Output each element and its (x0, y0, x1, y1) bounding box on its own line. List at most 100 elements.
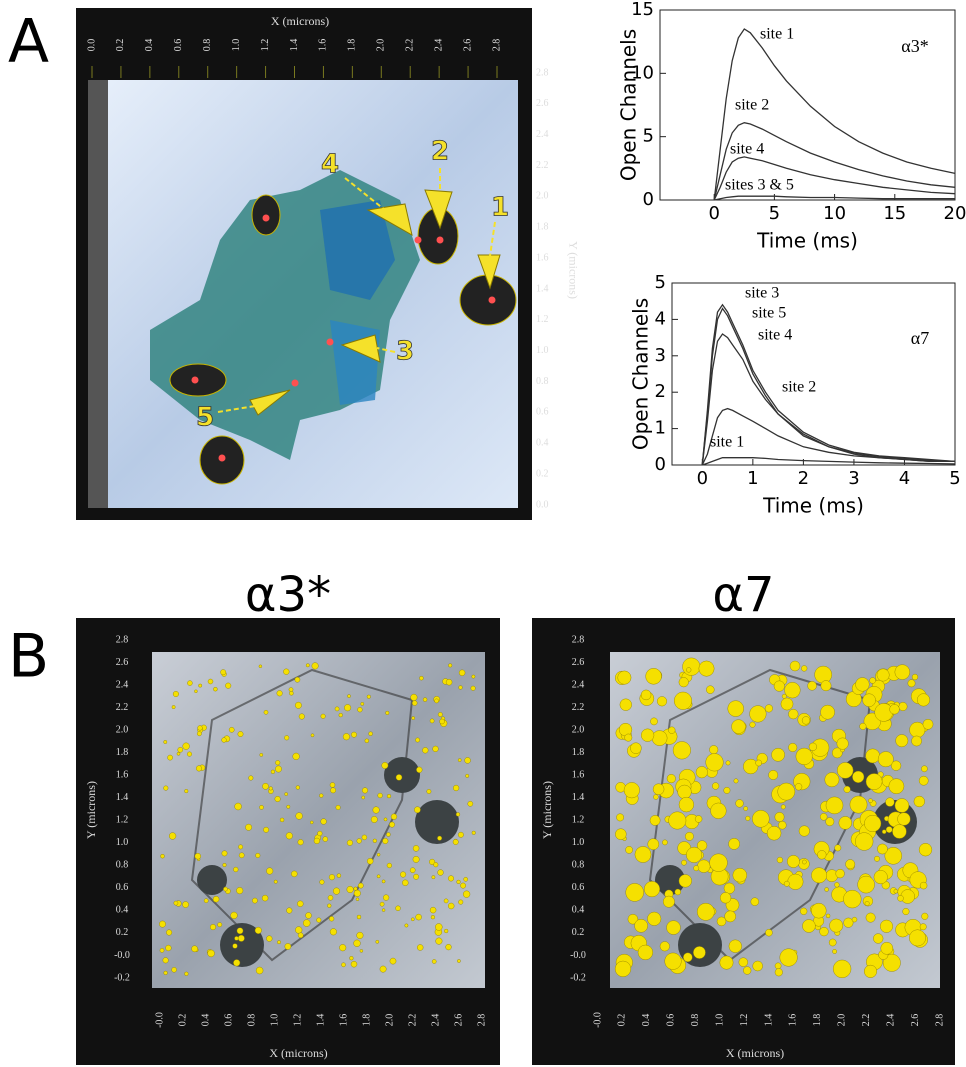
event-dot (346, 839, 353, 846)
x-tick-label: 2.8 (491, 39, 502, 52)
x-tick-label: 1.0 (269, 1014, 280, 1027)
event-dot (303, 919, 311, 927)
event-dot (289, 691, 294, 696)
event-dot (919, 923, 927, 931)
event-dot (245, 823, 253, 831)
event-dot (341, 962, 346, 968)
event-dot (435, 923, 443, 931)
event-dot (283, 668, 290, 675)
event-dot (668, 726, 676, 734)
y-tick-label: 0 (643, 189, 654, 210)
event-dot (725, 760, 731, 766)
event-dot (327, 903, 332, 908)
event-dot (664, 952, 682, 970)
event-dot (874, 855, 880, 862)
event-dot (412, 845, 420, 852)
event-dot (693, 865, 700, 872)
event-dot (402, 879, 409, 886)
x-tick-label: 2.2 (405, 39, 416, 52)
event-dot (255, 853, 261, 859)
event-dot (852, 770, 865, 783)
x-tick-label: 1.4 (315, 1014, 326, 1027)
event-dot (732, 868, 747, 883)
event-dot (395, 774, 403, 781)
site-label: 5 (196, 403, 214, 433)
event-dot (921, 765, 928, 773)
x-tick-label: -0.0 (154, 1012, 165, 1028)
event-dot (618, 722, 633, 737)
event-dot (319, 879, 325, 885)
y-tick-label: 0.6 (536, 407, 549, 418)
event-dot (262, 783, 269, 790)
x-tick-label: 0.2 (177, 1014, 188, 1027)
y-tick-label: 2.6 (536, 98, 549, 109)
x-tick-label: 0.6 (666, 1014, 677, 1027)
event-dot (356, 838, 362, 844)
event-dot (160, 854, 165, 859)
event-dot (743, 966, 752, 975)
event-dot (674, 888, 681, 896)
event-dot (802, 859, 807, 865)
event-dot (855, 677, 870, 692)
event-dot (311, 662, 319, 670)
event-dot (855, 832, 874, 851)
event-dot (330, 787, 336, 794)
event-dot (361, 795, 366, 800)
x-tick-label: 2.0 (376, 39, 387, 52)
y-axis-label: Open Channels (617, 29, 641, 181)
event-dot (922, 719, 934, 730)
event-dot (445, 943, 452, 951)
event-dot (437, 869, 444, 876)
event-dot (319, 793, 324, 798)
event-dot (383, 817, 388, 822)
event-dot (198, 683, 203, 688)
event-dot (834, 844, 842, 852)
x-tick-label: 1.8 (812, 1014, 823, 1027)
event-dot (238, 852, 245, 859)
event-dot (828, 938, 837, 947)
event-dot (894, 664, 910, 680)
event-dot (694, 815, 703, 823)
y-tick-label: 2.0 (536, 191, 549, 202)
event-dot (382, 838, 389, 845)
event-dot (634, 919, 648, 933)
event-dot (266, 935, 273, 942)
event-dot (457, 959, 461, 963)
x-tick-label: 1.2 (739, 1014, 750, 1027)
event-dot (353, 889, 361, 897)
event-dot (685, 832, 694, 841)
x-tick-label: 2.6 (453, 1014, 464, 1027)
x-tick-label: 2.0 (384, 1014, 395, 1027)
event-dot (738, 957, 748, 967)
y-tick-label: 0.0 (536, 499, 549, 510)
event-dot (647, 911, 662, 926)
event-dot (389, 821, 395, 828)
event-dot (623, 782, 640, 799)
series-line (713, 156, 956, 201)
event-dot (627, 914, 639, 925)
event-dot (743, 806, 749, 811)
event-dot (711, 782, 720, 790)
event-dot (457, 831, 464, 838)
event-dot (350, 961, 358, 968)
x-tick-label: 2.6 (910, 1014, 921, 1027)
y-tick-label: 1.4 (572, 792, 585, 803)
event-dot (616, 813, 624, 822)
event-dot (649, 815, 661, 826)
y-tick-label: 15 (631, 0, 654, 20)
event-dot (921, 912, 929, 920)
event-dot (678, 677, 689, 688)
event-dot (802, 919, 816, 933)
event-dot (366, 694, 371, 699)
y-tick-label: 2.8 (116, 634, 129, 645)
y-axis-label: Y (microns) (84, 781, 98, 839)
y-tick-label: 0.4 (572, 905, 585, 916)
event-dot (429, 858, 436, 865)
event-dot (824, 887, 829, 892)
event-dot (329, 916, 335, 922)
event-dot (376, 874, 381, 879)
event-dot (347, 694, 351, 698)
event-dot (411, 716, 416, 720)
event-dot (385, 710, 390, 715)
